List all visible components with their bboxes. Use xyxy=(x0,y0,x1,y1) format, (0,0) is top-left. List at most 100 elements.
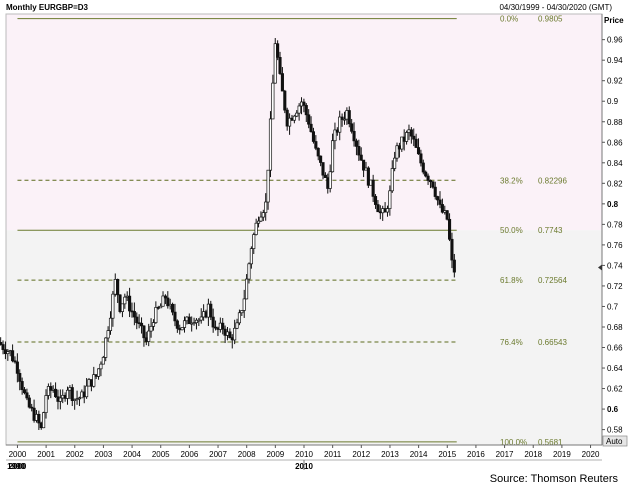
candle-body xyxy=(199,316,203,321)
candle-body xyxy=(433,186,437,197)
candle-body xyxy=(395,145,399,159)
candle-body xyxy=(393,157,397,169)
fib-value-label: 0.9805 xyxy=(538,15,563,24)
candle-body xyxy=(357,146,361,156)
candle-body xyxy=(18,373,22,382)
candle-body xyxy=(283,90,287,111)
fib-value-label: 0.5681 xyxy=(538,438,563,447)
candle-body xyxy=(438,199,442,205)
y-tick-label: 0.82 xyxy=(607,179,623,188)
candle-body xyxy=(338,116,342,133)
candle-body xyxy=(440,204,444,213)
candle-body xyxy=(27,397,31,408)
candle-body xyxy=(316,147,320,157)
candle-body xyxy=(354,140,358,147)
candle-body xyxy=(209,303,213,318)
candle-body xyxy=(436,196,440,201)
x-tick-label: 2005 xyxy=(152,450,170,459)
candle-body xyxy=(106,330,110,339)
candle-body xyxy=(421,162,425,173)
candle-body xyxy=(123,296,127,305)
candle-body xyxy=(15,361,19,374)
x-tick-label: 2013 xyxy=(381,450,399,459)
candle-body xyxy=(237,312,241,324)
fib-value-label: 0.7743 xyxy=(538,226,563,235)
candle-body xyxy=(149,325,153,332)
fib-percent-label: 76.4% xyxy=(500,338,523,347)
x-tick-label: 2012 xyxy=(352,450,370,459)
y-tick-label: 0.92 xyxy=(607,77,623,86)
candle-body xyxy=(147,330,151,342)
candle-body xyxy=(400,136,404,150)
x-tick-label: 2007 xyxy=(209,450,227,459)
candle-body xyxy=(245,278,249,300)
candle-body xyxy=(297,105,301,114)
candle-body xyxy=(292,115,296,121)
candle-body xyxy=(180,327,184,331)
x-tick-label: 2016 xyxy=(467,450,485,459)
candle-body xyxy=(266,169,270,203)
y-tick-label: 0.58 xyxy=(607,426,623,435)
x-tick-label: 2003 xyxy=(95,450,113,459)
candle-body xyxy=(70,387,74,401)
x-tick-label: 2000 xyxy=(9,450,27,459)
candle-body xyxy=(304,105,308,116)
candle-body xyxy=(319,155,323,163)
candle-body xyxy=(342,118,347,121)
candle-body xyxy=(128,295,132,312)
candle-body xyxy=(187,316,191,325)
y-tick-label: 0.76 xyxy=(607,241,623,250)
candles-group xyxy=(0,38,456,431)
candle-body xyxy=(424,171,428,177)
decade-label: 1990 xyxy=(7,462,25,471)
y-tick-label: 0.64 xyxy=(607,364,623,373)
candle-body xyxy=(211,316,215,328)
x-tick-label: 2004 xyxy=(123,450,141,459)
candle-body xyxy=(428,180,433,183)
candle-body xyxy=(111,293,115,319)
x-tick-label: 2015 xyxy=(438,450,456,459)
candle-body xyxy=(175,320,179,329)
x-tick-label: 2006 xyxy=(180,450,198,459)
price-axis-label: Price xyxy=(604,16,624,25)
candle-body xyxy=(271,82,275,120)
candle-body xyxy=(431,181,435,188)
candle-body xyxy=(92,374,96,387)
x-tick-label: 2001 xyxy=(37,450,55,459)
candle-body xyxy=(118,294,122,312)
fib-percent-label: 38.2% xyxy=(500,176,523,185)
candle-body xyxy=(295,112,299,117)
candle-body xyxy=(419,153,423,164)
y-tick-label: 0.96 xyxy=(607,36,623,45)
candle-body xyxy=(385,208,390,213)
candle-body xyxy=(445,210,449,220)
candle-body xyxy=(240,310,244,314)
candle-body xyxy=(352,130,356,142)
candle-body xyxy=(142,325,146,339)
candle-body xyxy=(25,392,29,399)
candle-body xyxy=(65,389,70,399)
candle-body xyxy=(235,322,239,329)
candle-body xyxy=(37,413,41,424)
candle-body xyxy=(288,117,292,127)
candle-body xyxy=(30,406,34,409)
chart-title: Monthly EURGBP=D3 xyxy=(6,3,89,12)
candle-body xyxy=(259,216,263,222)
auto-label: Auto xyxy=(606,437,623,446)
x-tick-label: 2010 xyxy=(295,450,313,459)
candle-body xyxy=(314,141,318,149)
y-tick-label: 0.8 xyxy=(607,200,619,209)
price-axis-panel xyxy=(602,14,640,445)
fib-percent-label: 100.0% xyxy=(500,438,527,447)
candle-body xyxy=(0,342,3,345)
candle-body xyxy=(362,159,366,171)
candle-body xyxy=(151,322,156,327)
y-tick-label: 0.72 xyxy=(607,282,623,291)
last-price-marker xyxy=(598,264,602,271)
x-tick-label: 2008 xyxy=(238,450,256,459)
candle-body xyxy=(309,123,313,133)
fib-percent-label: 61.8% xyxy=(500,276,523,285)
candle-body xyxy=(328,171,332,189)
x-tick-label: 2018 xyxy=(524,450,542,459)
